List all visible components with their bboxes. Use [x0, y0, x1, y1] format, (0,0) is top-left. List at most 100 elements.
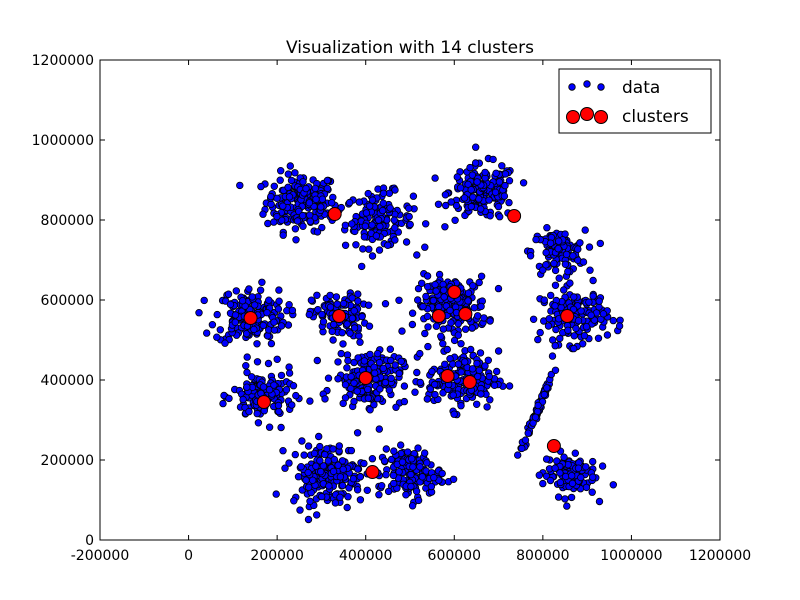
- data-point: [438, 469, 446, 478]
- data-point: [307, 296, 316, 304]
- x-tick-label: 0: [184, 548, 193, 564]
- data-point: [368, 221, 376, 229]
- data-point: [347, 446, 356, 455]
- data-point: [492, 169, 500, 177]
- data-point: [278, 216, 286, 224]
- data-point: [290, 497, 298, 505]
- data-point: [243, 368, 251, 377]
- y-tick-label: 0: [85, 533, 94, 549]
- data-point: [270, 381, 278, 389]
- data-point: [371, 369, 379, 377]
- data-point: [313, 511, 321, 519]
- data-point: [450, 410, 458, 418]
- data-point: [389, 471, 398, 480]
- data-point: [586, 266, 594, 274]
- data-point: [343, 364, 351, 372]
- data-point: [564, 267, 572, 276]
- data-point: [560, 453, 568, 461]
- data-point: [542, 248, 550, 257]
- data-point: [374, 216, 383, 224]
- data-point: [432, 287, 440, 295]
- data-point: [402, 491, 410, 499]
- data-point: [277, 166, 285, 175]
- data-point: [457, 368, 465, 376]
- data-point: [282, 386, 291, 394]
- data-point: [355, 332, 363, 340]
- data-point: [423, 312, 432, 321]
- data-point: [572, 324, 580, 333]
- data-point: [474, 372, 482, 381]
- data-point: [313, 228, 322, 236]
- data-point: [279, 202, 287, 210]
- data-point: [437, 332, 445, 340]
- cluster-center: [458, 307, 473, 321]
- data-point: [532, 235, 540, 244]
- data-point: [599, 310, 608, 318]
- data-point: [213, 310, 221, 319]
- data-point: [615, 322, 624, 330]
- data-point: [414, 444, 422, 452]
- data-point: [259, 383, 268, 391]
- data-point: [358, 312, 366, 321]
- legend-cluster-point: [566, 110, 580, 124]
- y-tick-label: 1200000: [32, 53, 94, 69]
- data-point: [318, 492, 326, 501]
- y-tick-label: 800000: [41, 213, 94, 229]
- cluster-center: [358, 371, 373, 385]
- data-point: [330, 320, 338, 329]
- data-point: [270, 182, 278, 190]
- data-point: [397, 441, 405, 449]
- data-point: [350, 324, 359, 332]
- data-point: [424, 323, 432, 331]
- data-point: [551, 281, 560, 289]
- data-point: [366, 202, 374, 210]
- data-point: [577, 473, 585, 482]
- data-point: [306, 217, 314, 225]
- data-point: [423, 272, 432, 280]
- legend-data-point: [597, 83, 605, 91]
- data-point: [547, 291, 555, 300]
- data-point: [404, 448, 412, 456]
- data-point: [381, 300, 390, 308]
- data-point: [472, 143, 480, 151]
- data-point: [398, 327, 406, 335]
- data-point: [609, 481, 617, 489]
- data-point: [318, 195, 327, 203]
- data-point: [339, 340, 347, 348]
- data-point: [595, 297, 603, 305]
- data-point: [468, 365, 477, 373]
- data-point: [360, 459, 368, 468]
- data-point: [345, 198, 354, 207]
- data-point: [315, 432, 323, 441]
- data-point: [274, 401, 283, 410]
- data-point: [603, 331, 612, 339]
- data-point: [588, 488, 596, 496]
- data-point: [354, 297, 362, 305]
- data-point: [347, 384, 355, 392]
- data-point: [489, 155, 497, 164]
- data-point: [299, 222, 307, 230]
- y-tick-label: 400000: [41, 373, 94, 389]
- data-point: [395, 296, 403, 304]
- data-point: [476, 349, 485, 357]
- data-point: [551, 266, 560, 275]
- data-point: [457, 340, 465, 348]
- data-point: [364, 385, 372, 394]
- cluster-center: [431, 309, 446, 323]
- data-point: [304, 515, 313, 524]
- data-point: [555, 274, 563, 282]
- data-point: [216, 326, 224, 334]
- data-point: [469, 193, 477, 201]
- data-point: [365, 322, 374, 330]
- data-point: [273, 194, 281, 202]
- cluster-center: [447, 285, 462, 299]
- data-point: [552, 325, 560, 334]
- data-point: [387, 374, 395, 382]
- data-point: [447, 198, 455, 206]
- data-point: [270, 326, 279, 334]
- data-point: [313, 291, 321, 299]
- data-point: [304, 468, 312, 477]
- data-point: [265, 423, 274, 431]
- data-point: [265, 386, 274, 394]
